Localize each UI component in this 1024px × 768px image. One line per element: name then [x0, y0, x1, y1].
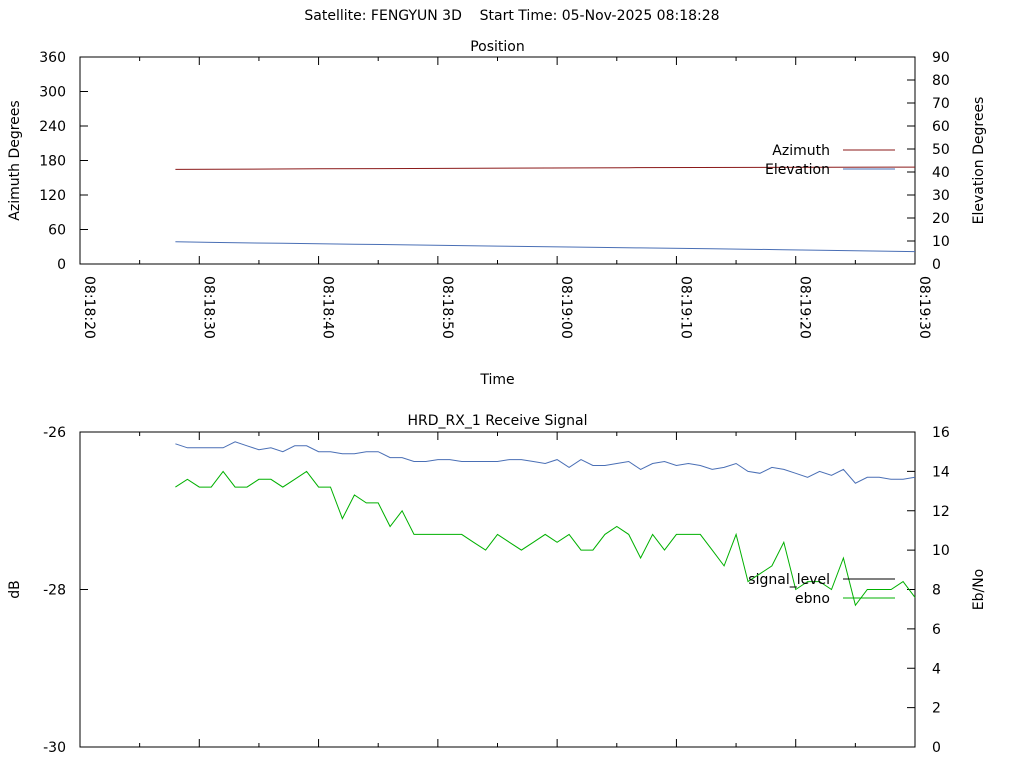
y2-axis-label: Elevation Degrees [971, 97, 987, 225]
y2-tick-label: 6 [932, 622, 941, 638]
y2-tick-label: 90 [932, 50, 950, 66]
page-title: Satellite: FENGYUN 3D Start Time: 05-Nov… [304, 8, 720, 24]
y2-tick-label: 50 [932, 142, 950, 158]
x-tick-label: 08:18:50 [439, 276, 455, 339]
y2-tick-label: 60 [932, 119, 950, 135]
y2-tick-label: 10 [932, 234, 950, 250]
y-axis-label: dB [7, 580, 23, 599]
y2-tick-label: 14 [932, 464, 950, 480]
plot-frame [79, 56, 916, 265]
y2-tick-label: 20 [932, 211, 950, 227]
y-axis-label: Azimuth Degrees [7, 100, 23, 220]
y-tick-label: 120 [39, 188, 66, 204]
y-tick-label: 60 [48, 223, 66, 239]
x-tick-label: 08:19:30 [916, 276, 932, 339]
legend-label: Elevation [765, 162, 830, 178]
y2-tick-label: 2 [932, 701, 941, 717]
x-tick-label: 08:19:00 [558, 276, 574, 339]
ebno-line [175, 470, 916, 607]
unlabeled-line [175, 441, 916, 484]
x-tick-label: 08:18:40 [320, 276, 336, 339]
chart-2: HRD_RX_1 Receive Signal -30 -28 -26 0 2 4 6 8 10 1… [7, 413, 987, 756]
y-tick-label: 300 [39, 85, 66, 101]
y-tick-label: 0 [57, 257, 66, 273]
legend-label: signal_level [748, 572, 830, 588]
chart-title: Position [470, 39, 525, 55]
y-tick-label: -26 [43, 425, 66, 441]
chart-title: HRD_RX_1 Receive Signal [408, 413, 588, 429]
chart-1: Position 08:18:20 08:18:30 08:18:40 08:18:50… [7, 39, 987, 388]
x-tick-label: 08:18:30 [200, 276, 216, 339]
y2-tick-label: 70 [932, 96, 950, 112]
y2-tick-label: 40 [932, 165, 950, 181]
azimuth-line [175, 166, 916, 170]
legend-label: ebno [795, 591, 830, 607]
y-tick-label: -30 [43, 740, 66, 756]
y2-tick-label: 16 [932, 425, 950, 441]
y2-axis-label: Eb/No [971, 569, 987, 611]
y2-tick-label: 10 [932, 543, 950, 559]
x-axis-label: Time [479, 372, 514, 388]
y2-tick-label: 12 [932, 504, 950, 520]
legend-label: Azimuth [772, 143, 830, 159]
x-tick-label: 08:19:10 [677, 276, 693, 339]
elevation-line [175, 241, 916, 253]
y2-tick-label: 80 [932, 73, 950, 89]
y-tick-label: 240 [39, 119, 66, 135]
y2-tick-label: 0 [932, 257, 941, 273]
y2-tick-label: 8 [932, 583, 941, 599]
x-tick-label: 08:18:20 [81, 276, 97, 339]
y-tick-label: 360 [39, 50, 66, 66]
y2-tick-label: 4 [932, 661, 941, 677]
y-tick-label: -28 [43, 583, 66, 599]
plot-frame [79, 431, 916, 748]
x-tick-label: 08:19:20 [797, 276, 813, 339]
y2-tick-label: 0 [932, 740, 941, 756]
y2-tick-label: 30 [932, 188, 950, 204]
y-tick-label: 180 [39, 154, 66, 170]
